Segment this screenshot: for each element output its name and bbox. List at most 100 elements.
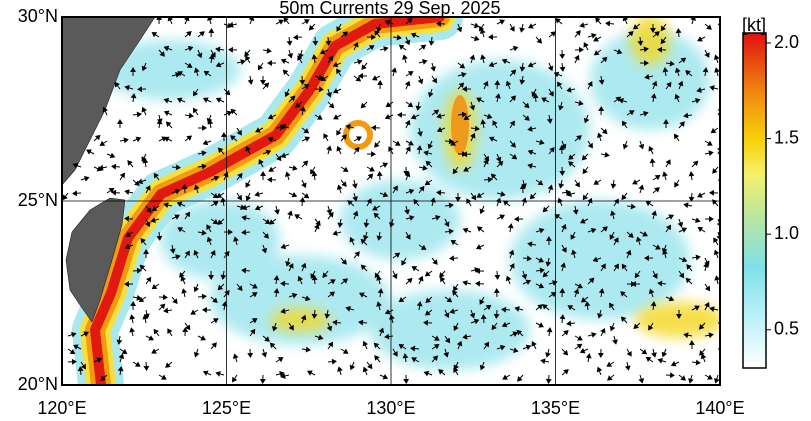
current-arrow	[423, 150, 433, 156]
current-arrow	[297, 55, 303, 64]
current-arrow	[475, 280, 485, 287]
current-arrow	[202, 97, 212, 103]
current-arrow	[319, 49, 329, 55]
current-arrow	[184, 112, 194, 119]
current-arrow	[267, 60, 277, 67]
current-arrow	[431, 75, 438, 84]
current-arrow	[171, 296, 178, 305]
current-arrow	[384, 309, 394, 315]
current-arrow	[535, 283, 545, 289]
current-arrow	[652, 175, 661, 181]
current-arrow	[67, 331, 77, 338]
current-arrow	[410, 32, 420, 39]
current-arrow	[531, 340, 537, 350]
current-arrow	[323, 133, 329, 142]
current-arrow	[522, 101, 530, 109]
current-arrow	[570, 231, 576, 240]
current-arrow	[452, 166, 459, 175]
current-arrow	[479, 28, 486, 38]
current-arrow	[184, 211, 191, 220]
current-arrow	[560, 262, 566, 272]
current-arrow	[372, 205, 381, 211]
current-arrow	[202, 139, 212, 146]
current-arrow	[267, 136, 277, 143]
current-arrow	[652, 244, 661, 250]
current-arrow	[587, 81, 593, 90]
current-arrow	[286, 36, 293, 46]
current-arrow	[522, 279, 532, 285]
current-arrow	[139, 264, 147, 272]
current-arrow	[450, 140, 459, 146]
current-arrow	[340, 31, 349, 38]
current-arrow	[713, 374, 720, 384]
current-arrow	[479, 205, 485, 215]
current-arrow	[215, 371, 225, 377]
current-arrow	[206, 236, 213, 246]
current-arrow	[697, 36, 706, 42]
current-arrow	[453, 322, 459, 331]
current-arrow	[665, 60, 675, 67]
current-arrow	[677, 80, 684, 90]
current-arrow	[522, 344, 532, 351]
current-arrow	[713, 249, 720, 259]
current-arrow	[638, 140, 645, 150]
current-arrow	[521, 197, 527, 207]
current-arrow	[280, 152, 290, 159]
current-arrow	[559, 62, 566, 72]
current-arrow	[116, 335, 123, 345]
current-arrow	[273, 288, 280, 298]
current-arrow	[483, 341, 490, 350]
current-arrow	[430, 197, 436, 207]
current-arrow	[638, 374, 645, 384]
current-arrow	[572, 205, 579, 215]
current-arrow	[648, 322, 654, 331]
current-arrow	[469, 54, 476, 64]
current-arrow	[509, 140, 516, 148]
current-arrow	[127, 160, 134, 168]
current-arrow	[639, 111, 649, 117]
current-arrow	[639, 348, 648, 355]
current-arrow	[392, 252, 401, 259]
current-arrow	[300, 262, 307, 272]
current-arrow	[423, 370, 433, 377]
current-arrow	[327, 291, 336, 298]
current-arrow	[508, 249, 515, 259]
current-arrow	[559, 288, 566, 298]
current-arrow	[210, 175, 220, 182]
current-arrow	[67, 358, 77, 365]
current-arrow	[372, 75, 381, 81]
current-arrow	[462, 227, 472, 234]
current-arrow	[650, 301, 657, 311]
current-arrow	[678, 227, 687, 233]
map-area	[62, 17, 720, 385]
current-arrow	[210, 342, 217, 350]
current-arrow	[626, 348, 632, 357]
current-arrow	[704, 332, 714, 339]
current-arrow	[351, 179, 358, 189]
current-arrow	[142, 158, 149, 168]
current-arrow	[469, 101, 476, 111]
current-arrow	[221, 132, 227, 142]
current-arrow	[378, 327, 385, 337]
current-arrow	[558, 179, 565, 189]
current-arrow	[283, 17, 290, 25]
current-arrow	[405, 188, 415, 195]
current-arrow	[509, 153, 518, 160]
current-arrow	[402, 353, 409, 363]
current-arrow	[470, 192, 477, 201]
current-arrow	[573, 288, 580, 298]
current-arrow	[72, 190, 82, 197]
current-arrow	[660, 36, 667, 45]
colorbar-tick-label: 1.0	[774, 223, 799, 243]
current-arrow	[405, 17, 413, 25]
current-arrow	[582, 192, 589, 201]
current-arrow	[495, 93, 501, 103]
current-arrow	[662, 67, 669, 77]
current-arrow	[431, 257, 438, 265]
current-arrow	[392, 34, 402, 41]
current-arrow	[366, 166, 375, 172]
current-arrow	[184, 322, 191, 331]
current-arrow	[245, 179, 251, 188]
current-arrow	[700, 353, 707, 363]
current-arrow	[561, 369, 569, 376]
